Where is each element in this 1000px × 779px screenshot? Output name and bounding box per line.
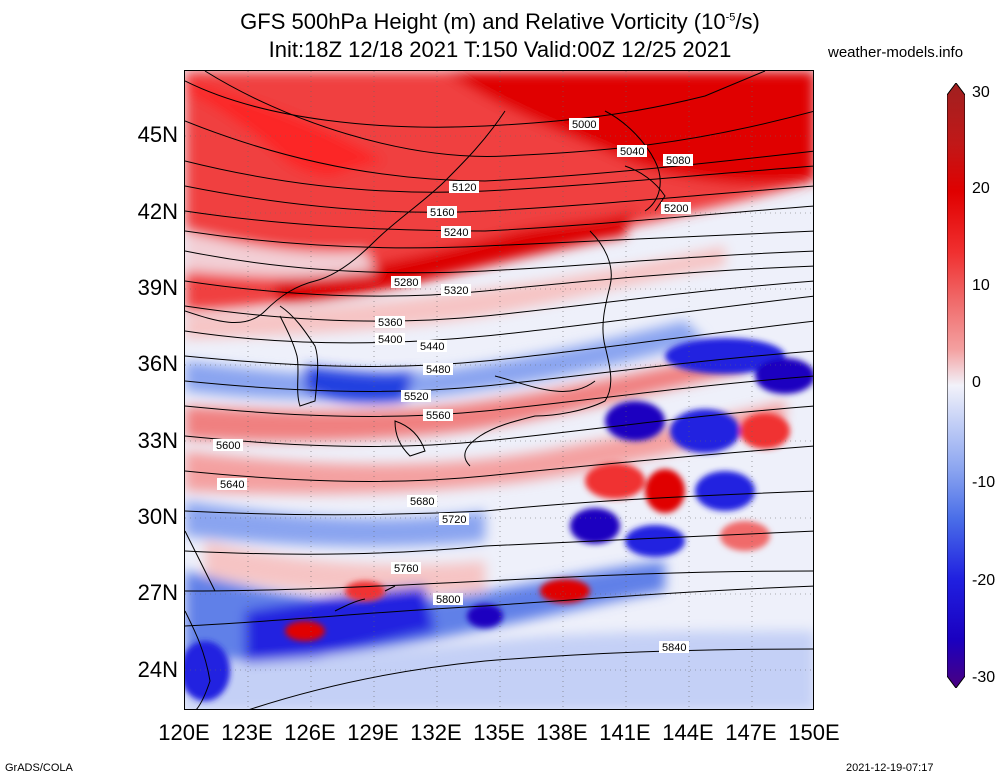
svg-text:5600: 5600 (216, 440, 240, 452)
svg-text:5160: 5160 (430, 207, 454, 219)
contour-label: 5240 (441, 226, 471, 239)
contour-label: 5760 (391, 562, 421, 575)
footer-credit: GrADS/COLA (5, 762, 73, 774)
lon-label: 144E (662, 720, 714, 745)
map-title-line2: Init:18Z 12/18 2021 T:150 Valid:00Z 12/2… (268, 37, 732, 62)
height-contours (185, 71, 813, 709)
lat-label: 45N (137, 122, 178, 147)
colorbar-label: 0 (972, 374, 981, 391)
contour-label: 5280 (391, 276, 421, 289)
svg-text:5680: 5680 (410, 496, 434, 508)
lat-label: 39N (137, 275, 178, 300)
svg-text:5640: 5640 (220, 479, 244, 491)
contour-label: 5600 (213, 439, 243, 452)
svg-text:5440: 5440 (420, 341, 444, 353)
contour-label: 5480 (423, 363, 453, 376)
contour-label: 5840 (659, 641, 689, 654)
footer-timestamp: 2021-12-19-07:17 (846, 762, 934, 774)
contour-label: 5160 (427, 206, 457, 219)
svg-text:5480: 5480 (426, 364, 450, 376)
svg-text:5800: 5800 (436, 594, 460, 606)
svg-text:5720: 5720 (442, 514, 466, 526)
svg-text:5560: 5560 (426, 410, 450, 422)
colorbar-label: -30 (972, 669, 996, 686)
contour-label: 5360 (375, 316, 405, 329)
lon-label: 129E (347, 720, 399, 745)
contour-label: 5560 (423, 409, 453, 422)
lon-label: 138E (536, 720, 588, 745)
map-title-line1: GFS 500hPa Height (m) and Relative Vorti… (240, 9, 760, 34)
colorbar-label: 20 (972, 180, 990, 197)
svg-text:5400: 5400 (378, 334, 402, 346)
contour-label: 5680 (407, 495, 437, 508)
svg-text:5360: 5360 (378, 317, 402, 329)
contour-label: 5200 (661, 202, 691, 215)
svg-text:5280: 5280 (394, 277, 418, 289)
contour-label: 5640 (217, 478, 247, 491)
colorbar-label: -10 (972, 474, 996, 491)
contour-label: 5800 (433, 593, 463, 606)
lon-label: 147E (725, 720, 777, 745)
svg-text:5080: 5080 (666, 155, 690, 167)
contour-label: 5440 (417, 340, 447, 353)
svg-text:5320: 5320 (444, 285, 468, 297)
svg-text:5840: 5840 (662, 642, 686, 654)
site-credit: weather-models.info (828, 44, 964, 61)
lon-label: 135E (473, 720, 525, 745)
svg-text:5200: 5200 (664, 203, 688, 215)
contour-label: 5520 (401, 390, 431, 403)
contour-label-group: 5000 5040 5080 5120 5160 5200 5240 5280 … (213, 118, 693, 654)
svg-text:5000: 5000 (572, 119, 596, 131)
contour-label: 5120 (449, 181, 479, 194)
svg-text:5120: 5120 (452, 182, 476, 194)
lon-label: 126E (284, 720, 336, 745)
contour-label: 5720 (439, 513, 469, 526)
contour-label: 5080 (663, 154, 693, 167)
svg-text:5040: 5040 (620, 146, 644, 158)
colorbar-label: 30 (972, 84, 990, 101)
colorbar-label: -20 (972, 572, 996, 589)
lat-label: 42N (137, 199, 178, 224)
lon-label: 141E (599, 720, 651, 745)
lon-label: 120E (158, 720, 210, 745)
vorticity-colorbar (947, 83, 965, 688)
vorticity-field-svg: 5000 5040 5080 5120 5160 5200 5240 5280 … (185, 71, 813, 709)
contour-label: 5040 (617, 145, 647, 158)
colorbar-label: 10 (972, 277, 990, 294)
lat-label: 30N (137, 504, 178, 529)
contour-label: 5400 (375, 333, 405, 346)
svg-text:5240: 5240 (444, 227, 468, 239)
lat-label: 33N (137, 428, 178, 453)
lat-label: 24N (137, 657, 178, 682)
contour-label: 5000 (569, 118, 599, 131)
svg-text:5520: 5520 (404, 391, 428, 403)
weather-map-panel: 5000 5040 5080 5120 5160 5200 5240 5280 … (184, 70, 814, 710)
lon-label: 132E (410, 720, 462, 745)
lat-label: 36N (137, 351, 178, 376)
svg-text:5760: 5760 (394, 563, 418, 575)
contour-label: 5320 (441, 284, 471, 297)
lon-label: 150E (788, 720, 840, 745)
lon-label: 123E (221, 720, 273, 745)
lat-label: 27N (137, 580, 178, 605)
